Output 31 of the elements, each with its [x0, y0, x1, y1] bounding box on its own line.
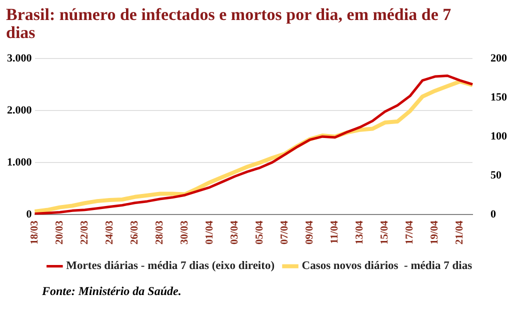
x-tick-label: 11/04 [330, 220, 341, 244]
y2-tick-label: 200 [490, 52, 508, 64]
y2-tick-label: 0 [490, 208, 496, 220]
y2-tick-label: 100 [490, 130, 508, 142]
x-tick-label: 28/03 [154, 220, 166, 245]
x-tick-label: 30/03 [180, 220, 191, 245]
y-tick-label: 2.000 [7, 104, 32, 116]
x-tick-label: 03/04 [230, 220, 241, 245]
chart-title: Brasil: número de infectados e mortos por dia, em média de 7 dias [5, 4, 452, 42]
source-note: Fonte: Ministério da Saúde. [41, 284, 182, 299]
x-tick-label: 20/03 [54, 220, 66, 245]
legend-label: Casos novos diários - média 7 dias [302, 260, 473, 272]
x-tick-label: 07/04 [280, 220, 291, 245]
y-tick-label: 1.000 [7, 156, 32, 168]
x-tick-label: 13/04 [354, 220, 366, 245]
y2-tick-label: 50 [490, 169, 502, 182]
x-tick-label: 01/04 [204, 220, 216, 245]
x-tick-label: 17/04 [404, 220, 416, 245]
x-tick-label: 26/03 [130, 220, 141, 245]
x-tick-label: 15/04 [380, 220, 391, 245]
x-tick-label: 19/04 [430, 220, 441, 245]
x-tick-label: 18/03 [29, 220, 40, 245]
y-tick-label: 0 [26, 208, 32, 220]
x-tick-label: 24/03 [104, 220, 116, 245]
x-tick-label: 21/04 [454, 220, 466, 245]
x-tick-label: 05/04 [254, 220, 266, 245]
x-tick-label: 22/03 [79, 220, 90, 245]
y-tick-label: 3.000 [7, 52, 32, 64]
x-tick-label: 09/04 [304, 220, 316, 245]
y2-tick-label: 150 [490, 91, 508, 104]
legend-label: Mortes diárias - média 7 dias (eixo direito) [66, 260, 275, 272]
